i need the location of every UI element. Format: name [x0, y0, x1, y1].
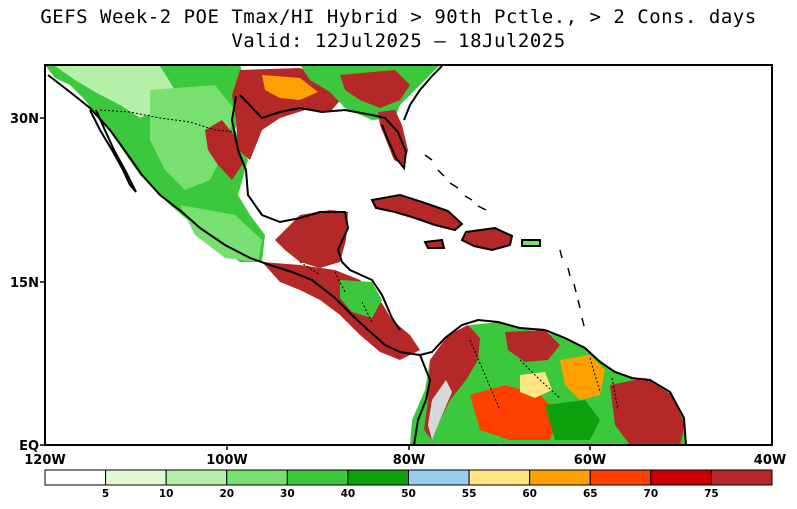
colorbar-label: 70 [644, 488, 659, 500]
border-us-mexico [99, 109, 237, 133]
colorbar-swatch [650, 469, 712, 486]
region-mexico-gulf [205, 120, 242, 180]
lon-label-100w: 100W [206, 453, 247, 468]
region-guianas [560, 355, 605, 400]
region-mexico-mid [150, 85, 235, 190]
lon-label-60w: 60W [574, 453, 606, 468]
colorbar-label: 40 [341, 488, 356, 500]
region-hispaniola [462, 228, 512, 250]
lat-label-30n: 30N [10, 112, 39, 127]
region-florida [378, 110, 408, 165]
coast-puerto-rico [521, 239, 541, 247]
colorbar-swatch [347, 469, 410, 486]
colorbar-swatch [710, 469, 773, 486]
border-south-america [469, 339, 619, 411]
region-mexico-light [55, 66, 175, 118]
colorbar-swatch [408, 469, 470, 486]
colorbar-swatch [286, 469, 349, 486]
colorbar-label: 75 [704, 488, 719, 500]
colorbar-swatch [468, 469, 531, 486]
region-yucatan [275, 210, 348, 268]
region-texas-gulf [232, 68, 345, 160]
coast-lesser-antilles [559, 249, 585, 327]
colorbar-label: 50 [401, 488, 416, 500]
colorbar-label: 5 [102, 488, 109, 500]
coast-baja [89, 109, 137, 193]
colorbar-swatch [105, 469, 167, 486]
country-borders [99, 109, 619, 411]
lat-label-15n: 15N [10, 276, 39, 291]
region-amazon-green [545, 400, 600, 440]
colorbar-label: 30 [280, 488, 295, 500]
region-venezuela [505, 330, 560, 362]
coast-us-atlantic [403, 65, 443, 121]
coast-south-america-north [419, 318, 687, 445]
region-central-america [262, 262, 420, 360]
lon-axis: 120W 100W 80W 60W 40W [24, 445, 786, 468]
colorbar-label: 65 [583, 488, 598, 500]
map-subtitle: Valid: 12Jul2025 – 18Jul2025 [231, 30, 566, 52]
region-texas-orange [262, 75, 318, 100]
lon-label-80w: 80W [393, 453, 425, 468]
colorbar-label: 60 [522, 488, 537, 500]
region-amazon-yellow [520, 372, 552, 398]
coast-bahamas [424, 154, 487, 211]
region-southeast-red [340, 70, 410, 108]
lat-label-eq: EQ [19, 439, 39, 454]
coast-us-gulf [239, 94, 408, 171]
lon-label-120w: 120W [24, 453, 65, 468]
region-cuba [372, 196, 462, 230]
region-ecuador-gray [428, 380, 452, 440]
colorbar-swatch [226, 469, 288, 486]
coastlines [47, 65, 687, 445]
colorbar: 5 10 20 30 40 50 55 60 65 70 75 [44, 469, 773, 500]
colorbar-swatch [165, 469, 228, 486]
lon-label-40w: 40W [754, 453, 786, 468]
region-brazil-ne [610, 378, 685, 445]
coast-cuba [370, 193, 464, 232]
colorbar-label: 20 [219, 488, 234, 500]
colorbar-label: 10 [159, 488, 174, 500]
colorbar-swatch [589, 469, 652, 486]
region-central-america-green [340, 280, 382, 318]
coast-gulf-of-mexico [230, 95, 401, 331]
colorbar-label: 55 [462, 488, 477, 500]
coast-mexico-pacific [47, 74, 421, 356]
region-mexico-south [180, 205, 262, 262]
lat-axis: 30N 15N EQ [10, 112, 45, 454]
map-title: GEFS Week-2 POE Tmax/HI Hybrid > 90th Pc… [40, 6, 757, 28]
region-puerto-rico [522, 240, 540, 246]
coast-hispaniola [460, 226, 514, 252]
coast-south-america-pacific [413, 354, 432, 445]
colorbar-swatch [529, 469, 591, 486]
probability-shading [45, 65, 685, 445]
coast-jamaica [423, 238, 446, 249]
region-amazon-orange [470, 385, 560, 440]
colorbar-swatch [44, 469, 107, 486]
